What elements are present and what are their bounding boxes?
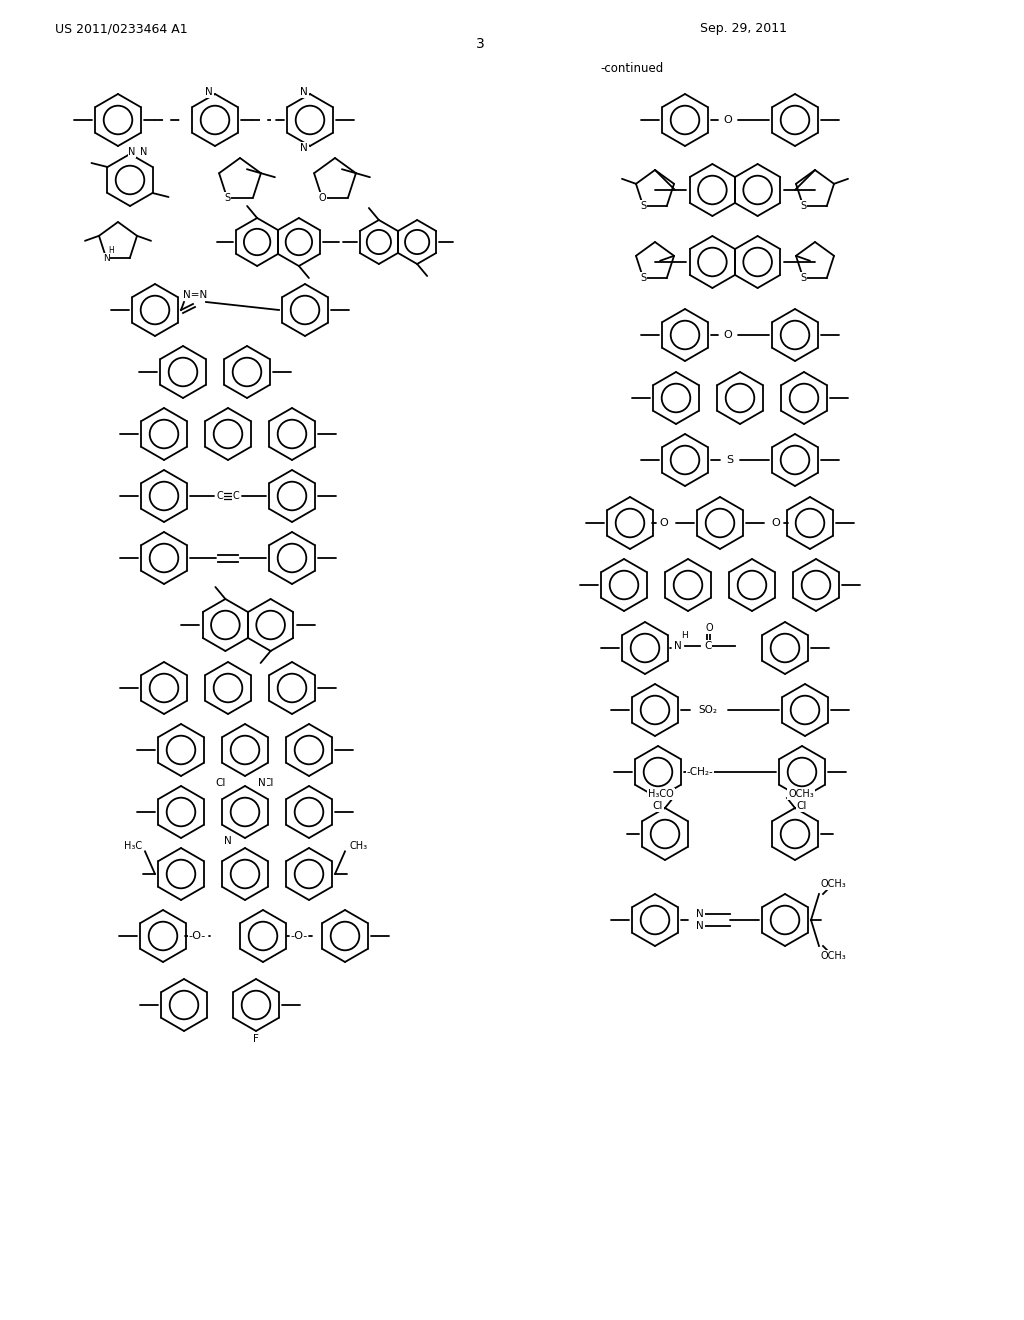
Text: Cl: Cl [264, 777, 274, 788]
Text: Sep. 29, 2011: Sep. 29, 2011 [700, 22, 787, 36]
Text: H: H [109, 246, 114, 255]
Text: H: H [681, 631, 687, 640]
Text: N: N [696, 909, 703, 919]
Text: O: O [772, 517, 780, 528]
Text: S: S [640, 201, 646, 211]
Text: N: N [128, 147, 136, 157]
Text: N: N [674, 642, 682, 651]
Text: H₃C: H₃C [124, 841, 142, 851]
Text: Cl: Cl [653, 801, 664, 810]
Text: N: N [300, 143, 308, 153]
Text: S: S [800, 201, 806, 211]
Text: CH₃: CH₃ [350, 841, 368, 851]
Text: S: S [726, 455, 733, 465]
Text: -O-: -O- [188, 931, 206, 941]
Text: N: N [696, 921, 703, 931]
Text: OCH₃: OCH₃ [788, 789, 814, 799]
Text: Cl: Cl [216, 777, 226, 788]
Text: Cl: Cl [797, 801, 807, 810]
Text: -CH₂-: -CH₂- [687, 767, 714, 777]
Text: -continued: -continued [600, 62, 664, 75]
Text: O: O [659, 517, 669, 528]
Text: 3: 3 [475, 37, 484, 51]
Text: N: N [258, 777, 266, 788]
Text: OCH₃: OCH₃ [820, 950, 846, 961]
Text: H₃CO: H₃CO [648, 789, 674, 799]
Text: US 2011/0233464 A1: US 2011/0233464 A1 [55, 22, 187, 36]
Text: S: S [224, 193, 230, 203]
Text: O: O [724, 115, 732, 125]
Text: S: S [800, 273, 806, 284]
Text: O: O [724, 330, 732, 341]
Text: N: N [205, 87, 213, 96]
Text: N: N [140, 147, 147, 157]
Text: O: O [318, 193, 326, 203]
Text: S: S [640, 273, 646, 284]
Text: C: C [217, 491, 223, 502]
Text: SO₂: SO₂ [698, 705, 718, 715]
Text: F: F [253, 1034, 259, 1044]
Text: O: O [706, 623, 713, 634]
Text: N: N [300, 87, 308, 96]
Text: N: N [224, 836, 232, 846]
Text: N=N: N=N [183, 290, 207, 300]
Text: C: C [232, 491, 240, 502]
Text: -O-: -O- [291, 931, 307, 941]
Text: OCH₃: OCH₃ [820, 879, 846, 888]
Text: C: C [705, 642, 712, 651]
Text: N: N [102, 253, 110, 263]
